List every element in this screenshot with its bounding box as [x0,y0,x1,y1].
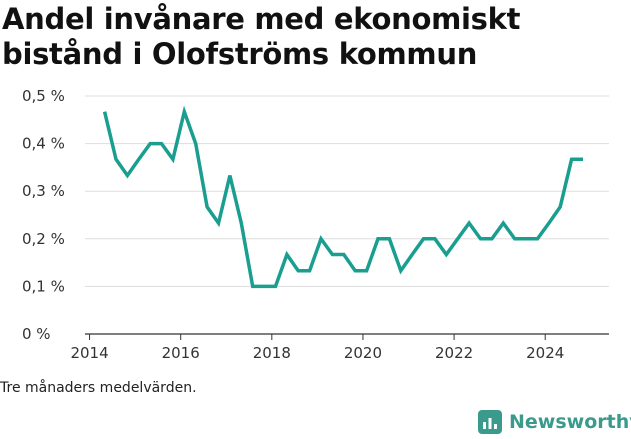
y-tick-label: 0,4 % [22,135,65,153]
x-tick-label: 2018 [253,344,291,362]
y-tick-labels: 0 % 0,1 % 0,2 % 0,3 % 0,4 % 0,5 % [22,87,65,343]
series-line [102,105,583,289]
y-tick-label: 0 % [22,325,51,343]
x-tick-labels: 2014 2016 2018 2020 2022 2024 [70,344,564,362]
y-tick-label: 0,1 % [22,277,65,295]
y-tick-label: 0,5 % [22,87,65,105]
chart-caption: Tre månaders medelvärden. [0,380,197,396]
brand-logo[interactable]: Newsworthy [477,407,631,437]
newsworthy-logo-icon [478,410,502,434]
series-layer [102,105,584,289]
brand-name: Newsworthy [509,411,631,433]
x-tick-label: 2016 [162,344,200,362]
x-tick-label: 2024 [526,344,564,362]
chart-title: Andel invånare med ekonomiskt bistånd i … [2,2,521,71]
x-axis [85,333,609,340]
x-tick-label: 2020 [344,344,382,362]
y-tick-label: 0,2 % [22,230,65,248]
y-tick-label: 0,3 % [22,182,65,200]
x-tick-label: 2014 [70,344,108,362]
x-tick-label: 2022 [435,344,473,362]
